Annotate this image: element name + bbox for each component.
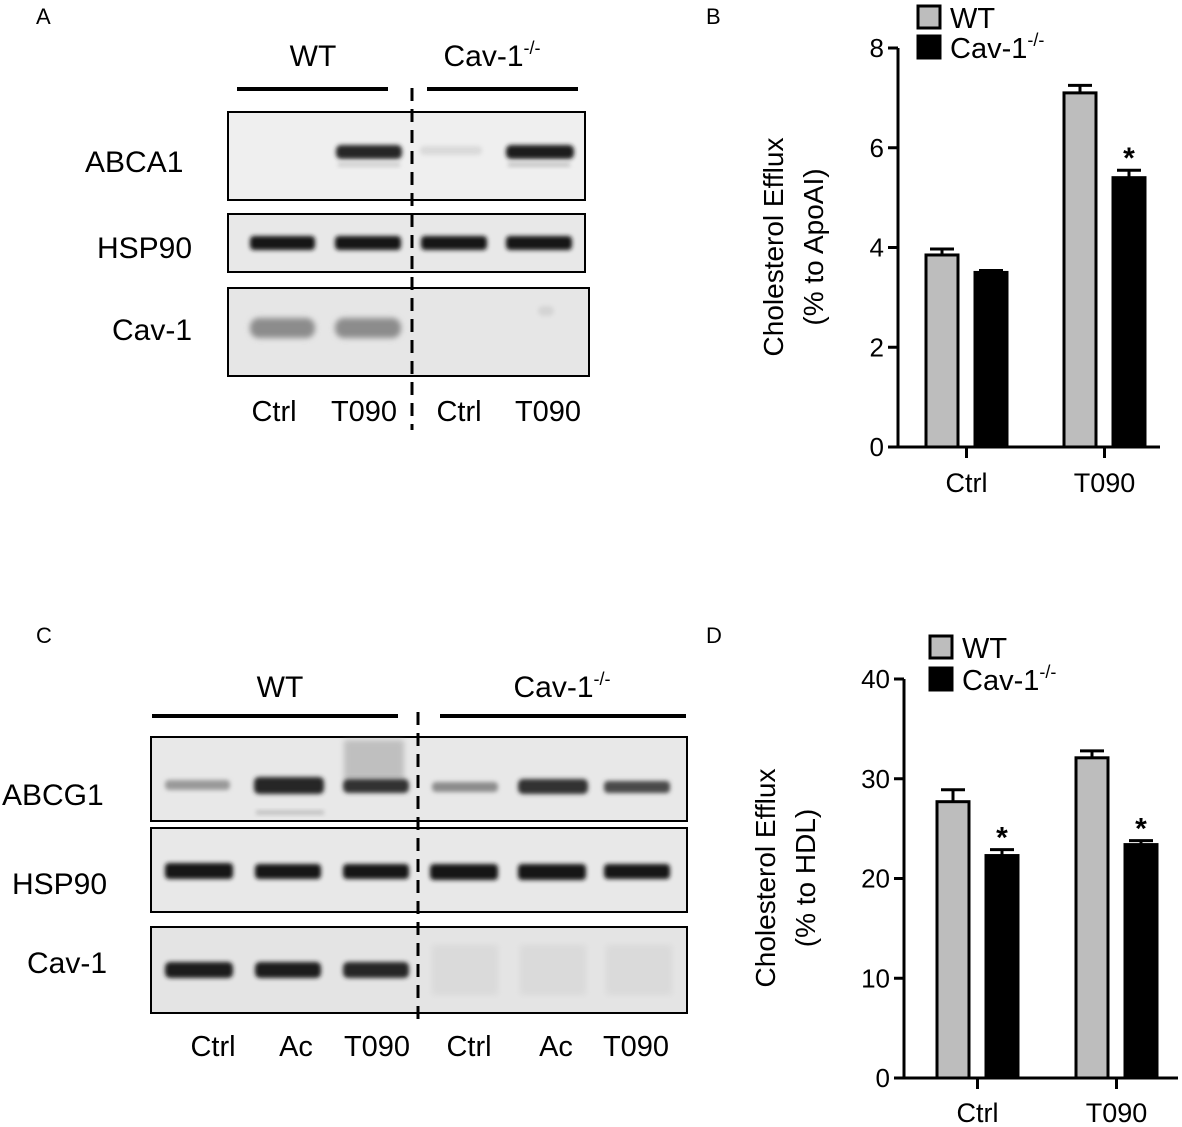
- panel-c-row-label-abcg1: ABCG1: [2, 779, 104, 812]
- y-tick-label: 2: [870, 332, 884, 362]
- panel-c-lane-label: Ac: [539, 1031, 573, 1063]
- y-tick-label: 20: [861, 864, 890, 894]
- panel-a-group-wt: WT: [290, 40, 337, 73]
- panel-c-lane-label: T090: [603, 1031, 669, 1063]
- panel-a-group-cav1: Cav-1-/-: [443, 38, 540, 73]
- bar: [1062, 91, 1098, 449]
- panel-a-blot-abca1: [227, 111, 586, 201]
- panel-c-lane-label: Ctrl: [446, 1031, 491, 1063]
- legend-label: Cav-1-/-: [962, 662, 1056, 697]
- bar: [1123, 843, 1159, 1080]
- panel-b-letter: B: [706, 4, 721, 29]
- y-tick-label: 0: [870, 432, 884, 462]
- panel-c: C WT Cav-1-/- ABCG1 HSP90: [2, 623, 688, 1063]
- legend-swatch: [916, 34, 942, 60]
- panel-c-group-cav1: Cav-1-/-: [513, 669, 610, 704]
- bar: [1074, 756, 1110, 1080]
- panel-a-row-label-abca1: ABCA1: [85, 146, 183, 179]
- bar: [935, 800, 971, 1080]
- significance-star: *: [1135, 813, 1147, 846]
- bar: [1111, 176, 1147, 449]
- panel-a-lane-label: T090: [515, 396, 581, 428]
- panel-c-row-label-hsp90: HSP90: [12, 868, 107, 901]
- panel-a-row-label-cav1: Cav-1: [112, 314, 192, 347]
- y-axis-label: (% to HDL): [790, 809, 821, 947]
- chart-b: 0 2 4 6 8 Cholesterol Efflux (% to ApoAI) Ctrl *…: [758, 3, 1160, 498]
- legend-label: WT: [950, 3, 995, 35]
- x-tick-label: Ctrl: [957, 1098, 999, 1127]
- y-tick-label: 30: [861, 764, 890, 794]
- legend-swatch: [928, 634, 954, 660]
- y-tick-label: 0: [876, 1063, 890, 1093]
- y-tick-label: 4: [870, 233, 884, 263]
- significance-star: *: [996, 822, 1008, 855]
- bar: [973, 270, 1009, 449]
- bar: [984, 854, 1020, 1080]
- panel-a-lane-label: Ctrl: [436, 396, 481, 428]
- y-tick-label: 6: [870, 133, 884, 163]
- panel-c-lane-label: Ac: [279, 1031, 313, 1063]
- legend-label: WT: [962, 633, 1007, 665]
- panel-a-row-label-hsp90: HSP90: [97, 232, 192, 265]
- panel-a-blot-cav1: [227, 287, 590, 377]
- y-tick-label: 10: [861, 963, 890, 993]
- panel-c-row-label-cav1: Cav-1: [27, 947, 107, 980]
- legend-swatch: [928, 666, 954, 692]
- legend-label: Cav-1-/-: [950, 30, 1044, 65]
- panel-a-lane-label: T090: [331, 396, 397, 428]
- panel-a-lane-label: Ctrl: [251, 396, 296, 428]
- panel-c-lane-label: Ctrl: [190, 1031, 235, 1063]
- y-axis-label: Cholesterol Efflux: [750, 769, 781, 988]
- panel-a-letter: A: [36, 4, 51, 29]
- x-tick-label: T090: [1074, 468, 1136, 498]
- y-axis-label: Cholesterol Efflux: [758, 138, 789, 357]
- y-tick-label: 8: [870, 33, 884, 63]
- legend-swatch: [916, 4, 942, 30]
- x-tick-label: Ctrl: [946, 468, 988, 498]
- panel-a-blot-hsp90: [227, 213, 586, 273]
- x-tick-label: T090: [1086, 1098, 1148, 1127]
- panel-c-letter: C: [36, 623, 52, 648]
- chart-d: 0 10 20 30 40 Cholesterol Efflux (% to HDL) * Ct…: [750, 633, 1178, 1127]
- y-tick-label: 40: [861, 664, 890, 694]
- significance-star: *: [1123, 142, 1135, 175]
- y-axis-label: (% to ApoAI): [798, 168, 829, 325]
- panel-d-letter: D: [706, 623, 722, 648]
- panel-c-lane-label: T090: [344, 1031, 410, 1063]
- bar: [924, 253, 960, 449]
- panel-c-group-wt: WT: [257, 671, 304, 704]
- panel-a: A WT Cav-1-/- ABCA1 HSP90: [36, 4, 590, 430]
